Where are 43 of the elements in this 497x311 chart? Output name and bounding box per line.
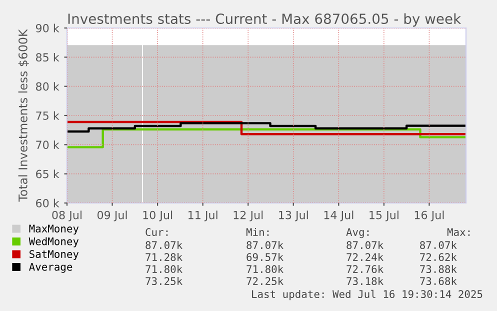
text: 71.80k [146,264,182,274]
text: 87.07k [420,240,457,250]
text: Max: [447,228,470,236]
text: 71.28k [146,252,182,262]
x-tick-label: 16 Jul [414,210,444,222]
text: 87.07k [146,240,182,250]
x-tick-label: 10 Jul [143,210,172,222]
y-tick-label: 70 k [36,140,60,150]
text: 73.18k [346,276,384,286]
x-tick-label: 08 Jul [52,210,82,222]
y-tick-label: 85 k [36,52,60,62]
text: 73.25k [146,276,182,286]
x-tick-label: 15 Jul [370,210,398,222]
text: Cur: [146,228,168,236]
x-tick-label: 11 Jul [188,210,218,222]
legend-label: MaxMoney [29,224,79,235]
legend-label: SatMoney [30,250,79,260]
x-tick-label: 13 Jul [279,210,308,222]
text: 87.07k [246,240,284,250]
y-tick-label: 60 k [36,198,60,208]
text: 87.07k [346,240,384,250]
x-tick-label: 14 Jul [324,210,354,222]
x-tick-label: 09 Jul [97,210,127,222]
y-tick-label: 80 k [36,82,60,91]
y-axis-title: Total Investments less $600K [18,29,29,202]
text: 72.24k [346,252,384,261]
y-tick-label: 90 k [36,24,60,32]
text: 72.25k [246,276,284,286]
text: Avg: [346,228,369,238]
text: Last update: Wed Jul 16 19:30:14 2025 [252,290,482,300]
text: 73.68k [420,276,457,286]
y-tick-label: 75 k [36,111,60,120]
text: 72.62k [420,252,457,262]
text: 69.57k [246,252,284,262]
legend-label: WedMoney [28,237,79,248]
x-tick-label: 12 Jul [234,210,263,222]
text: 72.76k [346,264,384,274]
text: Min: [246,228,269,236]
legend-label: Average [29,263,72,273]
chart-title: Investments stats --- Current - Max 687065.05 - by week [68,13,462,27]
text: 71.80k [246,264,284,274]
text: 73.88k [420,264,457,274]
y-tick-label: 65 k [36,170,60,178]
